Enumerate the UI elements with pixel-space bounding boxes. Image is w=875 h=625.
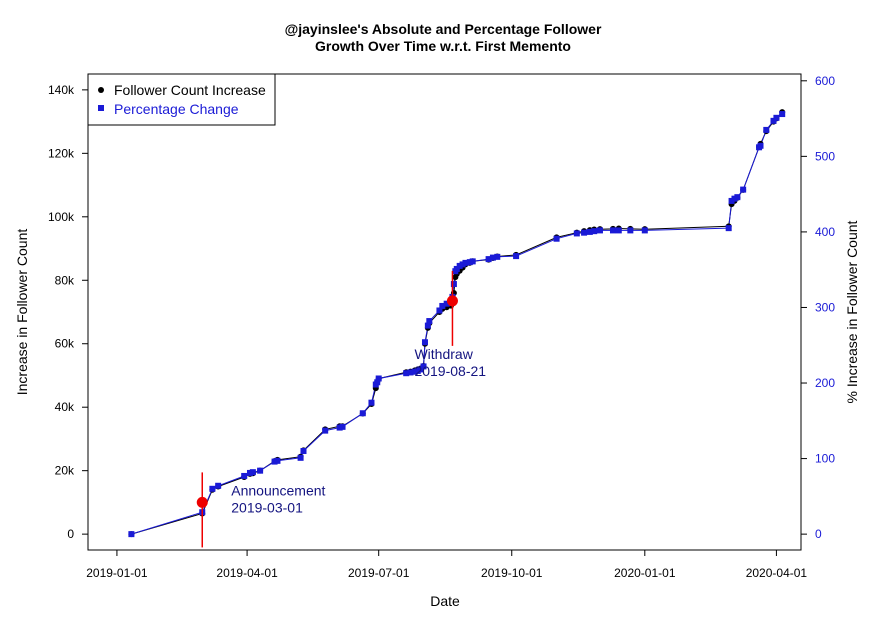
data-point-percentage-change <box>773 114 780 121</box>
data-point-percentage-change <box>627 227 634 234</box>
data-point-percentage-change <box>359 410 366 417</box>
data-point-percentage-change <box>591 228 598 235</box>
data-point-percentage-change <box>453 265 460 272</box>
series-line-percentage-change <box>131 113 783 535</box>
right-axis-tick-label: 400 <box>815 225 835 239</box>
data-point-percentage-change <box>421 339 428 346</box>
y-axis-right-label: % Increase in Follower Count <box>844 220 860 403</box>
data-point-percentage-change <box>615 227 622 234</box>
data-point-percentage-change <box>368 399 375 406</box>
data-point-percentage-change <box>439 302 446 309</box>
data-point-percentage-change <box>249 469 256 476</box>
data-point-percentage-change <box>403 370 410 377</box>
data-point-percentage-change <box>734 194 741 201</box>
data-point-percentage-change <box>241 472 248 479</box>
x-axis-tick-label: 2019-10-01 <box>481 566 543 580</box>
left-axis: 0 20k 40k 60k 80k 100k 120k 140k <box>48 83 89 541</box>
data-point-percentage-change <box>596 227 603 234</box>
event-marker-dot <box>196 496 208 508</box>
data-point-percentage-change <box>609 227 616 234</box>
data-point-percentage-change <box>374 379 381 386</box>
event-annotation: Announcement <box>231 482 325 498</box>
data-point-percentage-change <box>763 126 770 133</box>
data-point-percentage-change <box>462 259 469 266</box>
x-axis-tick-label: 2019-07-01 <box>348 566 410 580</box>
legend-label-percentage-change: Percentage Change <box>114 101 239 117</box>
data-point-percentage-change <box>485 256 492 263</box>
left-axis-tick-label: 40k <box>55 400 75 414</box>
right-axis-tick-label: 200 <box>815 376 835 390</box>
data-point-percentage-change <box>779 111 786 118</box>
right-axis-tick-label: 100 <box>815 452 835 466</box>
y-axis-label: Increase in Follower Count <box>14 229 30 396</box>
plot-frame <box>87 73 802 551</box>
data-point-percentage-change <box>469 258 476 265</box>
data-point-percentage-change <box>436 307 443 314</box>
data-point-percentage-change <box>339 423 346 430</box>
data-point-percentage-change <box>209 485 216 492</box>
data-point-percentage-change <box>300 448 307 455</box>
data-point-percentage-change <box>553 235 560 242</box>
chart-title-line-1: @jayinslee's Absolute and Percentage Fol… <box>285 21 602 37</box>
left-axis-tick-label: 140k <box>48 83 75 97</box>
data-point-percentage-change <box>257 467 264 474</box>
data-point-percentage-change <box>322 427 329 434</box>
data-point-percentage-change <box>375 375 382 382</box>
data-point-percentage-change <box>586 228 593 235</box>
series-line-follower-count <box>131 111 783 535</box>
x-axis-tick-label: 2020-01-01 <box>614 566 676 580</box>
data-point-percentage-change <box>725 225 732 232</box>
x-axis-tick-label: 2019-04-01 <box>216 566 278 580</box>
data-point-percentage-change <box>443 300 450 307</box>
left-axis-tick-label: 80k <box>55 273 75 287</box>
left-axis-tick-label: 60k <box>55 337 75 351</box>
legend: Follower Count Increase Percentage Change <box>87 73 276 126</box>
left-axis-tick-label: 120k <box>48 146 75 160</box>
data-point-percentage-change <box>420 363 427 370</box>
data-point-percentage-change <box>128 531 135 538</box>
data-point-percentage-change <box>215 482 222 489</box>
event-marker-dot <box>446 295 458 307</box>
x-axis-label: Date <box>430 593 460 609</box>
data-point-percentage-change <box>757 142 764 149</box>
event-annotation: 2019-03-01 <box>231 499 303 515</box>
right-axis-tick-label: 600 <box>815 74 835 88</box>
legend-marker-follower-count <box>98 87 104 93</box>
right-axis-tick-label: 500 <box>815 149 835 163</box>
x-axis-tick-label: 2019-01-01 <box>86 566 148 580</box>
right-axis-tick-label: 0 <box>815 527 822 541</box>
series-layer <box>128 109 786 538</box>
data-point-percentage-change <box>494 253 501 260</box>
data-point-percentage-change <box>573 230 580 237</box>
x-axis: 2019-01-01 2019-04-01 2019-07-01 2019-10-01… <box>86 549 808 580</box>
chart-title: @jayinslee's Absolute and Percentage Fol… <box>285 21 602 54</box>
right-axis-tick-label: 300 <box>815 300 835 314</box>
data-point-percentage-change <box>407 369 414 376</box>
legend-label-follower-count: Follower Count Increase <box>114 82 266 98</box>
legend-box <box>87 73 276 126</box>
data-point-percentage-change <box>274 457 281 464</box>
data-point-percentage-change <box>450 281 457 288</box>
data-point-percentage-change <box>740 186 747 193</box>
left-axis-tick-label: 0 <box>67 527 74 541</box>
event-annotation: 2019-08-21 <box>414 363 486 379</box>
x-axis-tick-label: 2020-04-01 <box>746 566 808 580</box>
data-point-percentage-change <box>770 117 777 124</box>
event-annotation: Withdraw <box>414 346 473 362</box>
data-point-percentage-change <box>417 366 424 373</box>
data-point-percentage-change <box>581 229 588 236</box>
data-point-percentage-change <box>297 454 304 461</box>
data-point-percentage-change <box>426 318 433 325</box>
data-point-percentage-change <box>424 322 431 329</box>
legend-marker-percentage-change <box>98 105 104 111</box>
data-point-percentage-change <box>641 227 648 234</box>
left-axis-tick-label: 20k <box>55 464 75 478</box>
chart-title-line-2: Growth Over Time w.r.t. First Memento <box>315 38 571 54</box>
right-axis: 0 100 200 300 400 500 600 <box>800 74 835 541</box>
data-point-percentage-change <box>489 254 496 261</box>
data-point-percentage-change <box>513 253 520 260</box>
left-axis-tick-label: 100k <box>48 210 75 224</box>
